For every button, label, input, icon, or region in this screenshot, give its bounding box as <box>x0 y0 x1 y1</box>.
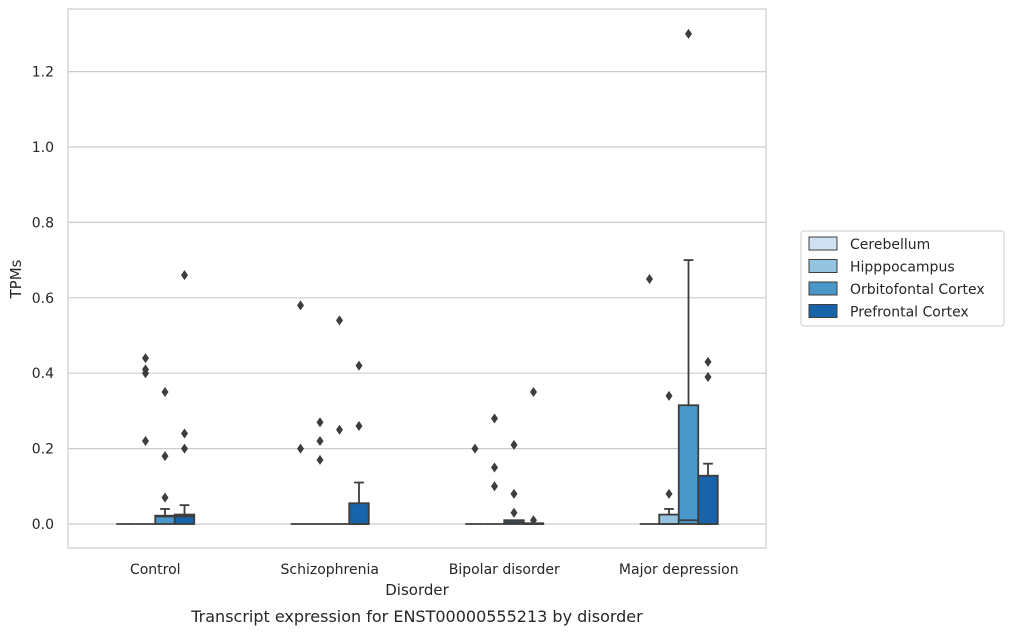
outlier-point <box>646 273 653 284</box>
legend-swatch <box>808 236 838 251</box>
box <box>348 502 370 525</box>
outlier-point <box>316 417 324 428</box>
outlier-point <box>297 300 304 311</box>
outlier-point <box>471 443 479 454</box>
outlier-point <box>355 360 363 371</box>
y-axis-label: TPMs <box>7 259 25 299</box>
box <box>173 513 196 525</box>
outlier-point <box>142 353 149 364</box>
x-tick-label: Schizophrenia <box>281 562 379 578</box>
legend-item: Prefrontal Cortex <box>808 304 969 321</box>
x-tick-label: Control <box>130 562 181 578</box>
x-axis-label: Disorder <box>385 581 449 599</box>
box <box>697 474 719 525</box>
series-cerebellum <box>116 273 660 525</box>
legend-swatch <box>808 259 838 273</box>
x-tick-label: Bipolar disorder <box>449 562 560 578</box>
outlier-point <box>161 492 169 503</box>
plot-background <box>68 9 766 548</box>
series-prefrontal-cortex <box>173 270 719 526</box>
outlier-point <box>510 439 518 450</box>
legend-label: Prefrontal Cortex <box>850 305 969 321</box>
outlier-point <box>181 270 188 281</box>
outlier-point <box>665 488 673 499</box>
outlier-point <box>142 436 149 447</box>
series-orbitofontal-cortex <box>154 28 700 525</box>
legend-item: Hipppocampus <box>808 259 955 276</box>
series-hipppocampus <box>135 353 680 525</box>
outlier-point <box>336 424 343 435</box>
y-tick-labels: 0.0 0.2 0.4 0.6 0.8 1.0 1.2 <box>32 65 54 533</box>
outlier-point <box>510 488 518 499</box>
box <box>658 513 680 525</box>
legend-item: Cerebellum <box>808 236 930 253</box>
legend-label: Cerebellum <box>850 237 930 253</box>
y-tick-label: 0.8 <box>32 215 54 231</box>
x-tick-labels: Control Schizophrenia Bipolar disorder Majo… <box>130 562 739 578</box>
legend-frame <box>800 230 1005 327</box>
outlier-point <box>181 443 188 454</box>
box <box>677 404 700 525</box>
y-tick-label: 0.4 <box>32 366 54 382</box>
outlier-point <box>530 515 537 526</box>
outlier-point <box>316 436 324 447</box>
outlier-point <box>665 390 673 401</box>
outlier-point <box>316 454 324 465</box>
outlier-point <box>142 368 149 379</box>
legend-swatch <box>808 281 838 296</box>
outlier-point <box>510 507 518 518</box>
y-tick-label: 0.0 <box>32 517 54 533</box>
y-tick-label: 0.6 <box>32 291 54 307</box>
legend-item: Orbitofontal Cortex <box>808 281 985 298</box>
outlier-point <box>297 443 304 454</box>
outlier-point <box>181 428 188 439</box>
x-tick-label: Major depression <box>619 562 739 578</box>
outlier-point <box>685 28 692 39</box>
outlier-point <box>161 451 169 462</box>
chart-caption: Transcript expression for ENST0000055521… <box>190 607 643 626</box>
outlier-point <box>491 413 498 424</box>
legend-label: Orbitofontal Cortex <box>850 282 985 298</box>
outlier-point <box>530 387 537 398</box>
y-tick-label: 0.2 <box>32 442 54 458</box>
plot-frame <box>67 8 767 549</box>
outlier-point <box>161 387 169 398</box>
outlier-point <box>491 481 498 492</box>
y-tick-label: 1.2 <box>32 65 54 81</box>
outlier-point <box>355 420 363 431</box>
legend-label: Hipppocampus <box>850 260 955 276</box>
outlier-point <box>336 315 343 326</box>
outlier-point <box>704 371 712 382</box>
box-series <box>116 28 719 526</box>
legend: Cerebellum Hipppocampus Orbitofontal Corte… <box>800 230 1005 327</box>
outlier-point <box>704 356 712 367</box>
legend-swatch <box>808 304 838 318</box>
y-tick-label: 1.0 <box>32 140 54 156</box>
outlier-point <box>491 462 498 473</box>
